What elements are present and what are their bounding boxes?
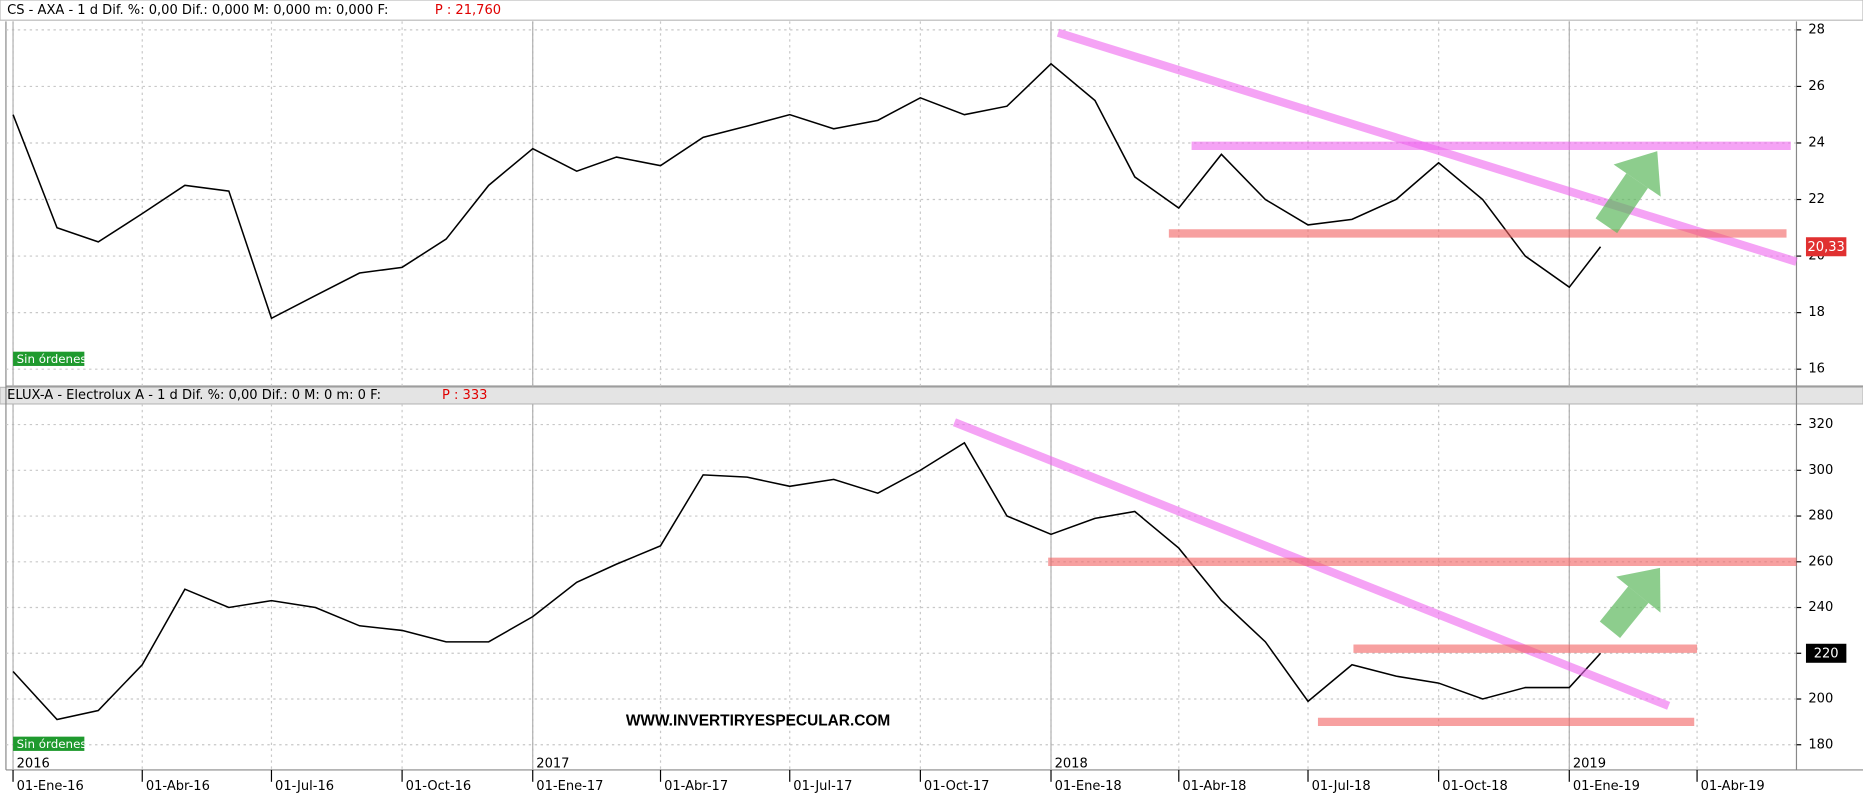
y-tick-label: 260 (1808, 554, 1833, 569)
x-tick-label: 01-Ene-18 (1055, 779, 1122, 794)
year-label: 2016 (17, 756, 50, 771)
header-bar (0, 386, 1863, 405)
y-tick-label: 320 (1808, 417, 1833, 432)
x-tick-label: 01-Jul-17 (793, 779, 852, 794)
y-tick-label: 300 (1808, 463, 1833, 478)
status-text: Sin órdenes (17, 352, 87, 366)
x-tick-label: 01-Jul-16 (275, 779, 334, 794)
y-tick-label: 22 (1808, 192, 1825, 207)
year-label: 2018 (1055, 756, 1088, 771)
y-tick-label: 240 (1808, 600, 1833, 615)
x-tick-label: 01-Ene-17 (536, 779, 603, 794)
x-tick-label: 01-Ene-16 (17, 779, 84, 794)
panel-header: CS - AXA - 1 d Dif. %: 0,00 Dif.: 0,000 … (7, 3, 388, 18)
y-tick-label: 28 (1808, 22, 1825, 37)
x-tick-label: 01-Abr-18 (1182, 779, 1246, 794)
x-tick-label: 01-Abr-19 (1701, 779, 1765, 794)
status-text: Sin órdenes (17, 737, 87, 751)
header-bar (0, 0, 1863, 21)
status-badge (13, 736, 85, 751)
price-line (12, 441, 1602, 721)
panel-quote: P : 333 (442, 388, 487, 403)
y-tick-label: 280 (1808, 509, 1833, 524)
year-label: 2017 (536, 756, 569, 771)
y-tick-label: 24 (1808, 135, 1825, 150)
x-tick-label: 01-Abr-16 (146, 779, 210, 794)
x-tick-label: 01-Jul-18 (1312, 779, 1371, 794)
x-tick-label: 01-Ene-19 (1573, 779, 1640, 794)
panel-quote: P : 21,760 (435, 3, 501, 18)
x-tick-label: 01-Oct-18 (1442, 779, 1508, 794)
price-tag (1805, 643, 1847, 663)
year-label: 2019 (1573, 756, 1606, 771)
y-tick-label: 180 (1808, 737, 1833, 752)
y-tick-label: 200 (1808, 692, 1833, 707)
y-tick-label: 18 (1808, 305, 1825, 320)
price-line (12, 62, 1602, 320)
x-tick-label: 01-Oct-17 (924, 779, 990, 794)
panel-header: ELUX-A - Electrolux A - 1 d Dif. %: 0,00… (7, 388, 381, 403)
price-tag-label: 220 (1814, 646, 1839, 661)
watermark: WWW.INVERTIRYESPECULAR.COM (626, 712, 890, 729)
price-tag (1805, 237, 1847, 257)
x-tick-label: 01-Abr-17 (664, 779, 728, 794)
arrow (1599, 567, 1661, 638)
y-tick-label: 26 (1808, 79, 1825, 94)
x-tick-label: 01-Oct-16 (406, 779, 472, 794)
y-tick-label: 16 (1808, 362, 1825, 377)
arrow (1595, 151, 1661, 234)
status-badge (13, 351, 85, 366)
price-tag-label: 20,33 (1807, 240, 1844, 255)
